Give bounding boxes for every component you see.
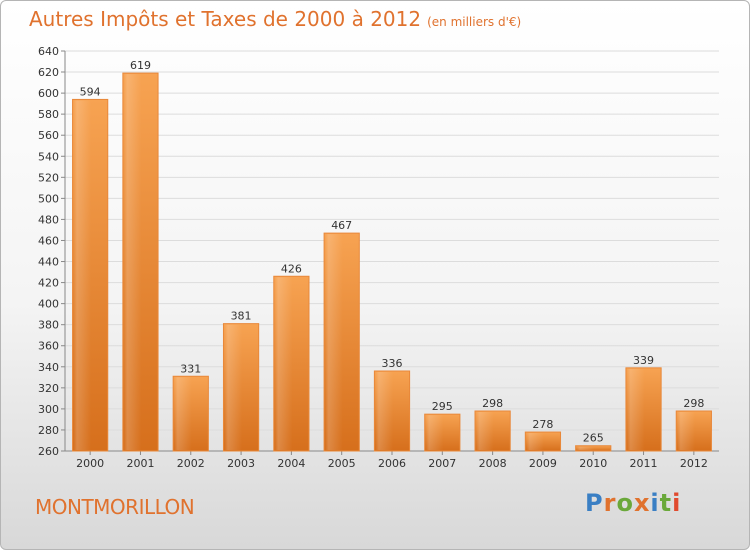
bar-value-label: 336 xyxy=(382,357,403,370)
logo-letter: o xyxy=(616,489,634,517)
y-tick-label: 440 xyxy=(38,256,59,269)
y-tick-label: 460 xyxy=(38,234,59,247)
bar-highlight xyxy=(677,412,695,450)
bar-value-label: 295 xyxy=(432,400,453,413)
bar-highlight xyxy=(325,234,343,450)
bar-highlight xyxy=(224,324,243,450)
y-tick-label: 560 xyxy=(38,129,59,142)
logo-letter: i xyxy=(672,489,682,517)
y-tick-label: 580 xyxy=(38,108,59,121)
x-tick-label: 2006 xyxy=(378,457,406,470)
y-tick-label: 400 xyxy=(38,298,59,311)
x-tick-label: 2007 xyxy=(428,457,456,470)
proxiti-logo: Proxiti xyxy=(585,489,681,517)
x-tick-label: 2008 xyxy=(479,457,507,470)
bar-highlight xyxy=(476,412,494,450)
y-tick-label: 260 xyxy=(38,445,59,458)
bar-highlight xyxy=(425,415,444,450)
bar-highlight xyxy=(626,368,645,450)
y-tick-label: 540 xyxy=(38,150,59,163)
commune-name: MONTMORILLON xyxy=(35,495,195,519)
bar-value-label: 381 xyxy=(231,310,252,323)
y-tick-label: 620 xyxy=(38,66,59,79)
x-tick-label: 2009 xyxy=(529,457,557,470)
logo-letter: i xyxy=(650,489,660,517)
bar-highlight xyxy=(73,100,92,450)
bar-value-label: 265 xyxy=(583,432,604,445)
bar-highlight xyxy=(274,277,293,450)
y-tick-label: 500 xyxy=(38,192,59,205)
y-tick-label: 640 xyxy=(38,45,59,58)
unit-label: (en milliers d'€) xyxy=(427,15,522,29)
y-tick-label: 320 xyxy=(38,382,59,395)
x-tick-label: 2004 xyxy=(277,457,305,470)
bar-value-label: 594 xyxy=(80,85,101,98)
bar-value-label: 339 xyxy=(633,354,654,367)
bar-value-label: 298 xyxy=(482,397,503,410)
y-tick-label: 420 xyxy=(38,277,59,290)
bar-value-label: 298 xyxy=(683,397,704,410)
bar-value-label: 619 xyxy=(130,59,151,72)
bar-highlight xyxy=(526,433,544,450)
chart-title: Autres Impôts et Taxes de 2000 à 2012 (en… xyxy=(29,7,521,31)
x-tick-label: 2002 xyxy=(177,457,205,470)
bar-highlight xyxy=(576,446,595,450)
x-tick-label: 2000 xyxy=(76,457,104,470)
x-tick-label: 2010 xyxy=(579,457,607,470)
logo-letter: t xyxy=(659,489,673,517)
y-tick-label: 300 xyxy=(38,403,59,416)
y-tick-label: 600 xyxy=(38,87,59,100)
x-tick-label: 2012 xyxy=(680,457,708,470)
x-tick-label: 2005 xyxy=(328,457,356,470)
bar-highlight xyxy=(174,377,192,450)
y-tick-label: 280 xyxy=(38,424,59,437)
bar-highlight xyxy=(123,74,142,451)
y-tick-label: 340 xyxy=(38,361,59,374)
bar-value-label: 467 xyxy=(331,219,352,232)
x-tick-label: 2001 xyxy=(126,457,154,470)
bar-value-label: 426 xyxy=(281,262,302,275)
logo-letter: P xyxy=(585,489,604,517)
bar-value-label: 278 xyxy=(532,418,553,431)
y-tick-label: 380 xyxy=(38,319,59,332)
y-tick-label: 480 xyxy=(38,213,59,226)
bar-layer: 594 619 331 381 426 467 336 295 298 278 265 339 298 xyxy=(72,59,712,452)
bar-highlight xyxy=(375,372,393,450)
title-text: Autres Impôts et Taxes de 2000 à 2012 xyxy=(29,7,422,31)
y-tick-label: 360 xyxy=(38,340,59,353)
x-tick-label: 2011 xyxy=(630,457,658,470)
y-tick-label: 520 xyxy=(38,171,59,184)
axis-layer: 260 280 300 320 340 360 380 400 420 440 460 480 500 5… xyxy=(38,45,719,470)
logo-letter: r xyxy=(603,489,617,517)
logo-letter: x xyxy=(633,489,651,517)
bar-value-label: 331 xyxy=(180,362,201,375)
x-tick-label: 2003 xyxy=(227,457,255,470)
